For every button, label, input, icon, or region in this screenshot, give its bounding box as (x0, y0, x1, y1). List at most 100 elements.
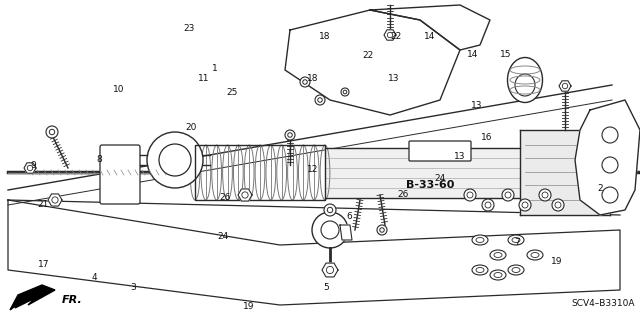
Circle shape (300, 77, 310, 87)
Circle shape (555, 202, 561, 208)
Text: 12: 12 (307, 165, 318, 174)
Ellipse shape (472, 235, 488, 245)
Circle shape (147, 132, 203, 188)
Circle shape (467, 192, 473, 198)
Circle shape (519, 199, 531, 211)
Text: 25: 25 (226, 88, 237, 97)
Circle shape (324, 204, 336, 216)
Text: 22: 22 (362, 51, 374, 60)
Text: 21: 21 (38, 200, 49, 209)
Circle shape (505, 192, 511, 198)
Ellipse shape (494, 272, 502, 278)
Text: 18: 18 (307, 74, 318, 83)
Polygon shape (575, 100, 640, 215)
Ellipse shape (527, 250, 543, 260)
Ellipse shape (490, 250, 506, 260)
Text: 2: 2 (598, 184, 603, 193)
Circle shape (303, 80, 307, 84)
Text: 19: 19 (551, 257, 563, 266)
Text: 24: 24 (217, 232, 228, 241)
Circle shape (602, 187, 618, 203)
Circle shape (46, 126, 58, 138)
Text: FR.: FR. (62, 295, 83, 305)
Text: 20: 20 (185, 123, 196, 132)
Polygon shape (520, 130, 610, 215)
Text: 18: 18 (319, 32, 331, 41)
Polygon shape (10, 285, 55, 310)
Text: 26: 26 (220, 193, 231, 202)
Polygon shape (24, 163, 36, 173)
Polygon shape (238, 189, 252, 201)
Circle shape (49, 129, 54, 135)
Circle shape (312, 212, 348, 248)
Circle shape (522, 202, 528, 208)
Polygon shape (340, 225, 352, 240)
FancyBboxPatch shape (100, 145, 140, 204)
Text: 9: 9 (31, 161, 36, 170)
Polygon shape (325, 148, 520, 198)
Ellipse shape (512, 238, 520, 242)
Ellipse shape (476, 238, 484, 242)
Text: SCV4–B3310A: SCV4–B3310A (572, 299, 635, 308)
Text: 17: 17 (38, 260, 49, 269)
Circle shape (377, 225, 387, 235)
Circle shape (343, 90, 347, 94)
Ellipse shape (508, 235, 524, 245)
Text: 14: 14 (424, 32, 436, 41)
Text: 6: 6 (346, 212, 351, 221)
Circle shape (52, 197, 58, 203)
FancyBboxPatch shape (409, 141, 471, 161)
Circle shape (288, 133, 292, 137)
Circle shape (380, 228, 384, 232)
Circle shape (315, 95, 325, 105)
Polygon shape (559, 81, 571, 91)
Circle shape (327, 207, 333, 213)
Polygon shape (322, 263, 338, 277)
Text: 13: 13 (454, 152, 465, 161)
Ellipse shape (515, 74, 535, 96)
Circle shape (602, 157, 618, 173)
Circle shape (542, 192, 548, 198)
Text: 1: 1 (212, 64, 217, 73)
Text: 22: 22 (390, 32, 401, 41)
Ellipse shape (508, 265, 524, 275)
Circle shape (502, 189, 514, 201)
Polygon shape (384, 30, 396, 40)
Ellipse shape (472, 265, 488, 275)
Polygon shape (8, 200, 620, 305)
Ellipse shape (508, 57, 543, 102)
Ellipse shape (476, 268, 484, 272)
Text: 19: 19 (243, 302, 254, 311)
Circle shape (326, 266, 333, 274)
Circle shape (552, 199, 564, 211)
Circle shape (285, 130, 295, 140)
Text: 3: 3 (131, 283, 136, 292)
Circle shape (242, 192, 248, 198)
Ellipse shape (531, 253, 539, 257)
Circle shape (464, 189, 476, 201)
Polygon shape (48, 194, 62, 206)
Circle shape (563, 83, 568, 89)
Text: 5: 5 (324, 283, 329, 292)
Text: 11: 11 (198, 74, 209, 83)
Text: 23: 23 (183, 24, 195, 33)
Circle shape (485, 202, 491, 208)
Ellipse shape (490, 270, 506, 280)
Circle shape (317, 98, 323, 102)
Circle shape (321, 221, 339, 239)
Text: 15: 15 (500, 50, 511, 59)
Circle shape (28, 165, 33, 171)
Ellipse shape (512, 268, 520, 272)
Text: 26: 26 (397, 190, 409, 199)
Text: 13: 13 (471, 101, 483, 110)
Ellipse shape (494, 253, 502, 257)
Polygon shape (370, 5, 490, 50)
Polygon shape (285, 10, 460, 115)
Circle shape (482, 199, 494, 211)
Text: 14: 14 (467, 50, 478, 59)
Circle shape (387, 32, 393, 38)
Text: 8: 8 (97, 155, 102, 164)
Text: 10: 10 (113, 85, 124, 94)
Text: 7: 7 (515, 238, 520, 247)
Circle shape (159, 144, 191, 176)
